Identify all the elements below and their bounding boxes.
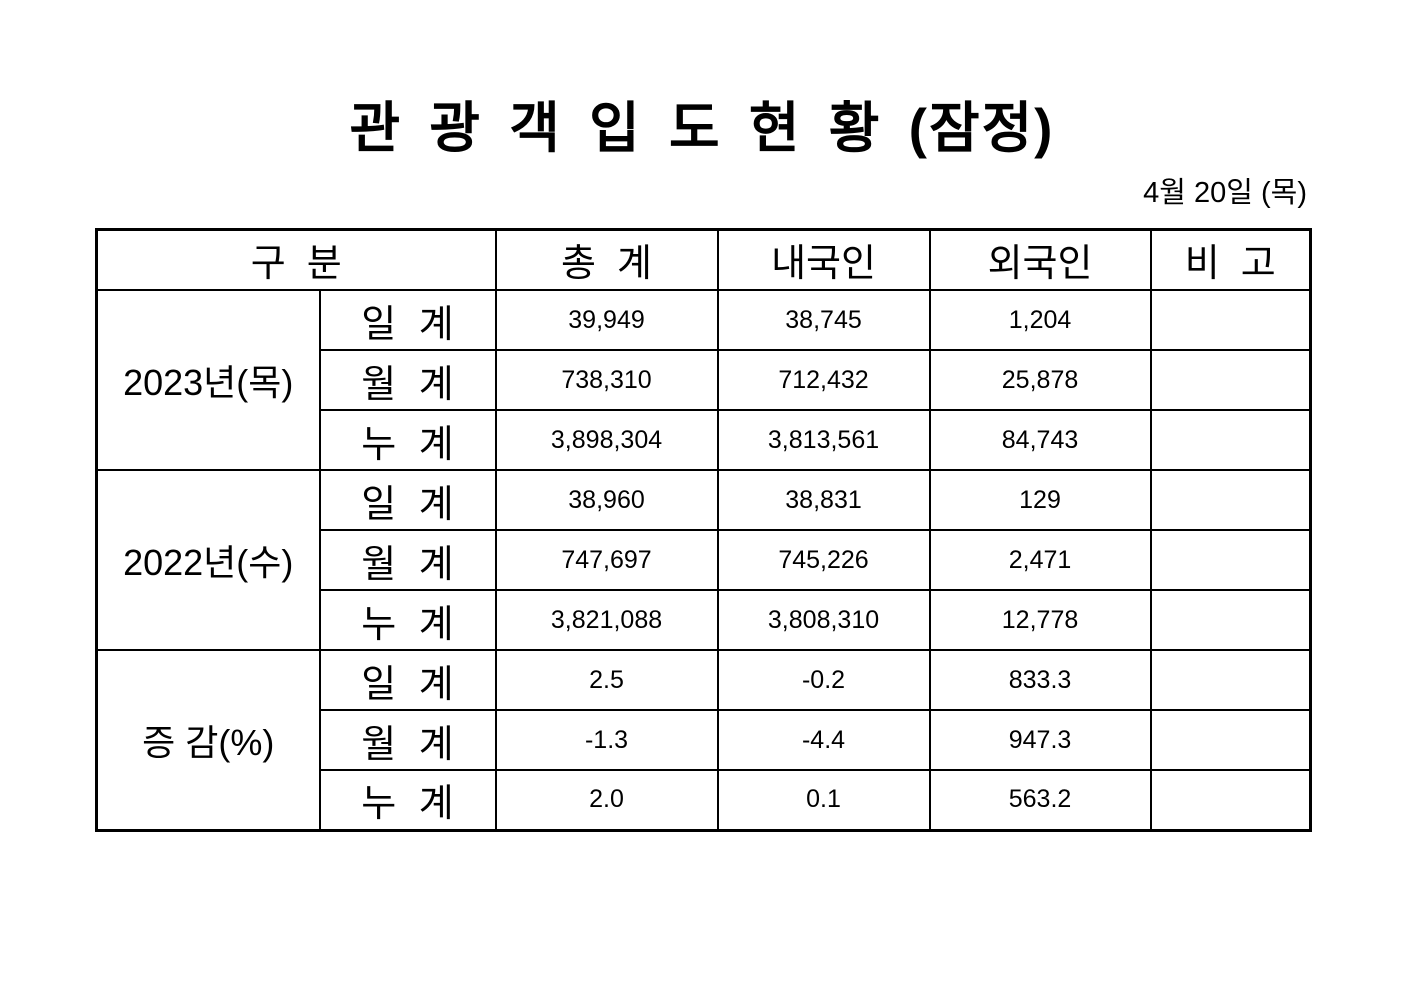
row-label-cell: 일 계: [318, 649, 497, 711]
cell-remarks: [1149, 709, 1312, 771]
table-row: 누 계 3,821,088 3,808,310 12,778: [97, 589, 1312, 651]
cell-total: 3,898,304: [494, 409, 719, 471]
document-content: 관 광 객 입 도 현 황 (잠정) 4월 20일 (목) 구 분 총 계 내국…: [95, 0, 1313, 832]
group-label-2022: 2022년(수): [95, 469, 321, 651]
cell-foreigner: 12,778: [928, 589, 1152, 651]
cell-remarks: [1149, 649, 1312, 711]
cell-foreigner: 25,878: [928, 349, 1152, 411]
cell-remarks: [1149, 589, 1312, 651]
cell-total: 3,821,088: [494, 589, 719, 651]
row-label-cell: 일 계: [318, 289, 497, 351]
header-row: 구 분 총 계 내국인 외국인 비 고: [95, 228, 1312, 291]
row-label-cell: 누 계: [318, 769, 497, 831]
table-row: 누 계 2.0 0.1 563.2: [97, 769, 1312, 831]
col-header-total: 총 계: [494, 228, 719, 291]
cell-foreigner: 84,743: [928, 409, 1152, 471]
page-title: 관 광 객 입 도 현 황 (잠정): [349, 97, 1055, 159]
col-header-foreigner: 외국인: [928, 228, 1152, 291]
cell-total: -1.3: [494, 709, 719, 771]
col-header-remarks: 비 고: [1149, 228, 1312, 291]
cell-domestic: 745,226: [716, 529, 931, 591]
date-label: 4월 20일 (목): [1143, 176, 1307, 209]
cell-total: 2.5: [494, 649, 719, 711]
group-label-2023: 2023년(목): [95, 289, 321, 471]
row-label-cell: 누 계: [318, 589, 497, 651]
tourist-arrival-table: 구 분 총 계 내국인 외국인 비 고 2023년(목) 일 계 39,949 …: [95, 227, 1313, 832]
cell-total: 747,697: [494, 529, 719, 591]
table-row: 누 계 3,898,304 3,813,561 84,743: [97, 409, 1312, 471]
cell-foreigner: 563.2: [928, 769, 1152, 831]
table-row: 월 계 738,310 712,432 25,878: [97, 349, 1312, 411]
cell-remarks: [1149, 529, 1312, 591]
cell-domestic: 38,745: [716, 289, 931, 351]
cell-remarks: [1149, 289, 1312, 351]
cell-remarks: [1149, 769, 1312, 831]
cell-total: 39,949: [494, 289, 719, 351]
table-row: 월 계 -1.3 -4.4 947.3: [97, 709, 1312, 771]
col-header-category: 구 분: [95, 228, 497, 291]
cell-foreigner: 833.3: [928, 649, 1152, 711]
row-label-cell: 일 계: [318, 469, 497, 531]
col-header-domestic: 내국인: [716, 228, 931, 291]
table-row: 증 감(%) 일 계 2.5 -0.2 833.3: [95, 649, 1312, 831]
cell-domestic: 712,432: [716, 349, 931, 411]
cell-remarks: [1149, 349, 1312, 411]
row-label-cell: 월 계: [318, 529, 497, 591]
table-row: 2023년(목) 일 계 39,949 38,745 1,204: [95, 289, 1312, 471]
cell-total: 2.0: [494, 769, 719, 831]
row-label-cell: 누 계: [318, 409, 497, 471]
cell-remarks: [1149, 469, 1312, 531]
cell-foreigner: 129: [928, 469, 1152, 531]
table-row: 월 계 747,697 745,226 2,471: [97, 529, 1312, 591]
row-label-cell: 월 계: [318, 709, 497, 771]
group-label-change-pct: 증 감(%): [95, 649, 321, 831]
cell-domestic: 0.1: [716, 769, 931, 831]
table-row: 2022년(수) 일 계 38,960 38,831 129: [95, 469, 1312, 651]
row-label-cell: 월 계: [318, 349, 497, 411]
cell-domestic: -4.4: [716, 709, 931, 771]
cell-foreigner: 947.3: [928, 709, 1152, 771]
cell-domestic: 3,808,310: [716, 589, 931, 651]
cell-domestic: 3,813,561: [716, 409, 931, 471]
cell-domestic: -0.2: [716, 649, 931, 711]
cell-total: 38,960: [494, 469, 719, 531]
cell-foreigner: 1,204: [928, 289, 1152, 351]
cell-remarks: [1149, 409, 1312, 471]
cell-domestic: 38,831: [716, 469, 931, 531]
cell-total: 738,310: [494, 349, 719, 411]
cell-foreigner: 2,471: [928, 529, 1152, 591]
